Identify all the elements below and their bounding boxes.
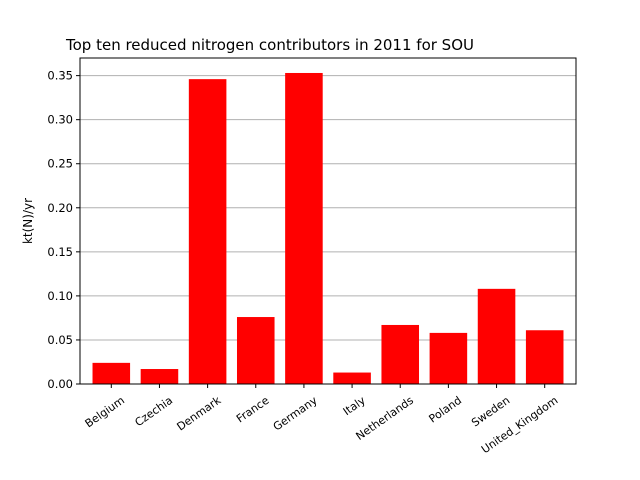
y-axis-ticks: 0.00 0.05 0.10 0.15 0.20 0.25 0.30 0.35	[47, 69, 80, 391]
bar	[140, 369, 179, 384]
bar	[525, 330, 564, 384]
x-tick-label: France	[234, 394, 272, 426]
y-tick-label: 0.20	[47, 201, 73, 215]
bar	[477, 288, 516, 384]
gridlines	[80, 75, 576, 341]
x-axis-ticks: Belgium Czechia Denmark France Germany ItalyN…	[83, 384, 560, 456]
y-tick-label: 0.35	[47, 69, 73, 83]
chart-title: Top ten reduced nitrogen contributors in…	[65, 36, 474, 54]
y-tick-label: 0.05	[47, 333, 73, 347]
bar	[333, 372, 371, 384]
x-tick-label: Czechia	[132, 394, 175, 429]
bar	[92, 362, 131, 384]
bar	[236, 317, 275, 384]
x-tick-label: Poland	[427, 394, 465, 426]
x-tick-label: Germany	[271, 394, 320, 434]
x-tick-label: Italy	[341, 394, 368, 419]
bars	[92, 72, 564, 385]
bar	[429, 332, 468, 384]
y-tick-label: 0.15	[47, 245, 73, 259]
y-tick-label: 0.25	[47, 157, 73, 171]
y-tick-label: 0.10	[47, 289, 73, 303]
x-tick-label: Belgium	[83, 394, 127, 431]
y-tick-label: 0.00	[47, 377, 73, 391]
plot-frame	[79, 57, 577, 385]
y-axis-label: kt(N)/yr	[21, 198, 35, 244]
bar	[381, 324, 420, 384]
x-tick-label: Denmark	[174, 393, 223, 433]
bar	[188, 79, 227, 385]
y-tick-label: 0.30	[47, 113, 73, 127]
x-tick-label: Sweden	[469, 394, 512, 430]
bar	[285, 72, 323, 384]
